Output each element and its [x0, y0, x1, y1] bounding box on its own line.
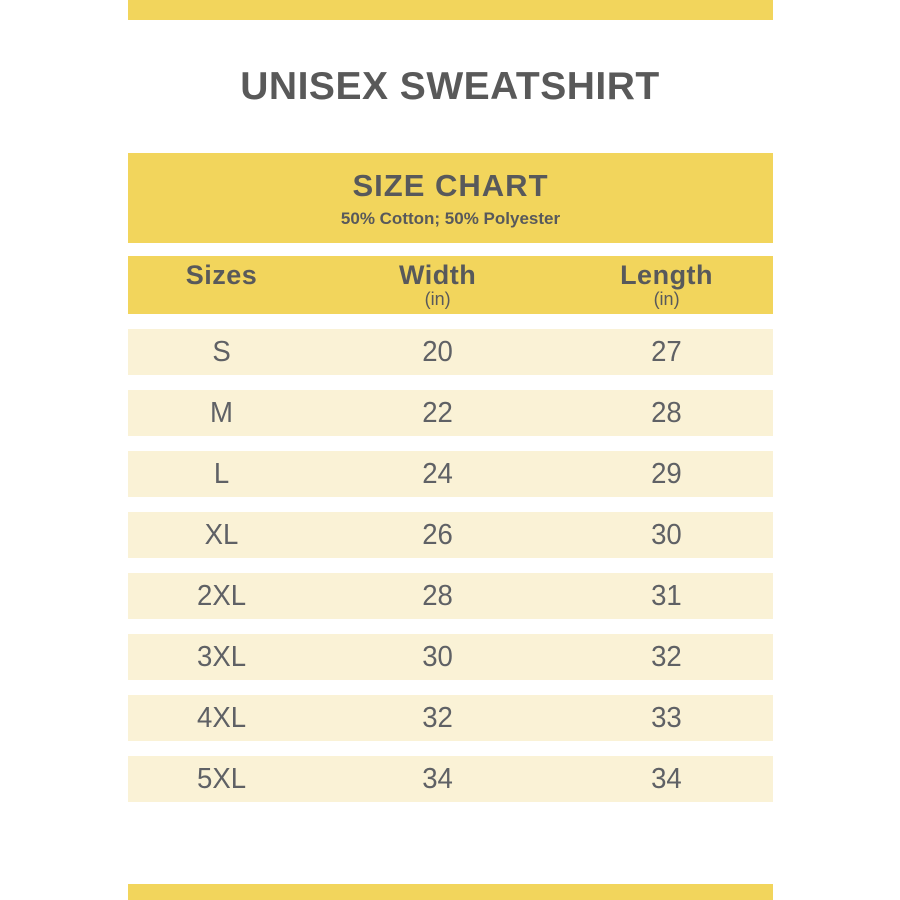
- column-label: Length: [620, 260, 714, 290]
- width-cell: 20: [422, 336, 453, 368]
- width-cell: 26: [422, 519, 453, 551]
- width-cell: 24: [422, 458, 453, 490]
- size-cell: M: [210, 397, 234, 429]
- column-label: Width: [398, 260, 477, 290]
- size-cell: 4XL: [197, 702, 247, 734]
- size-cell: S: [212, 336, 231, 368]
- length-cell: 29: [651, 458, 682, 490]
- column-header-width: Width (in): [315, 261, 560, 309]
- size-cell: 2XL: [197, 580, 247, 612]
- table-row: 2XL 28 31: [128, 573, 773, 619]
- table-row: 3XL 30 32: [128, 634, 773, 680]
- column-label: Sizes: [185, 260, 258, 290]
- length-cell: 34: [651, 763, 682, 795]
- table-body: S 20 27 M 22 28 L 24 29 XL 26 30 2XL 28 …: [128, 329, 773, 817]
- size-cell: 5XL: [197, 763, 247, 795]
- width-cell: 30: [422, 641, 453, 673]
- length-cell: 32: [651, 641, 682, 673]
- size-cell: L: [213, 458, 230, 490]
- table-row: 5XL 34 34: [128, 756, 773, 802]
- size-cell: XL: [204, 519, 239, 551]
- size-cell: 3XL: [197, 641, 247, 673]
- width-cell: 28: [422, 580, 453, 612]
- column-header-length: Length (in): [560, 261, 773, 309]
- column-unit: (in): [653, 289, 680, 309]
- size-chart-banner: SIZE CHART 50% Cotton; 50% Polyester: [128, 153, 773, 243]
- column-unit: (in): [424, 289, 451, 309]
- length-cell: 31: [651, 580, 682, 612]
- length-cell: 28: [651, 397, 682, 429]
- length-cell: 30: [651, 519, 682, 551]
- table-header-row: Sizes Width (in) Length (in): [128, 256, 773, 314]
- length-cell: 33: [651, 702, 682, 734]
- table-row: M 22 28: [128, 390, 773, 436]
- table-row: XL 26 30: [128, 512, 773, 558]
- size-chart-heading: SIZE CHART: [352, 167, 549, 203]
- width-cell: 32: [422, 702, 453, 734]
- column-header-sizes: Sizes: [128, 261, 315, 309]
- length-cell: 27: [651, 336, 682, 368]
- bottom-accent-bar: [128, 884, 773, 900]
- fabric-composition-subtitle: 50% Cotton; 50% Polyester: [340, 208, 561, 228]
- table-row: 4XL 32 33: [128, 695, 773, 741]
- page-title: UNISEX SWEATSHIRT: [240, 65, 660, 108]
- top-accent-bar: [128, 0, 773, 20]
- table-row: S 20 27: [128, 329, 773, 375]
- width-cell: 34: [422, 763, 453, 795]
- table-row: L 24 29: [128, 451, 773, 497]
- width-cell: 22: [422, 397, 453, 429]
